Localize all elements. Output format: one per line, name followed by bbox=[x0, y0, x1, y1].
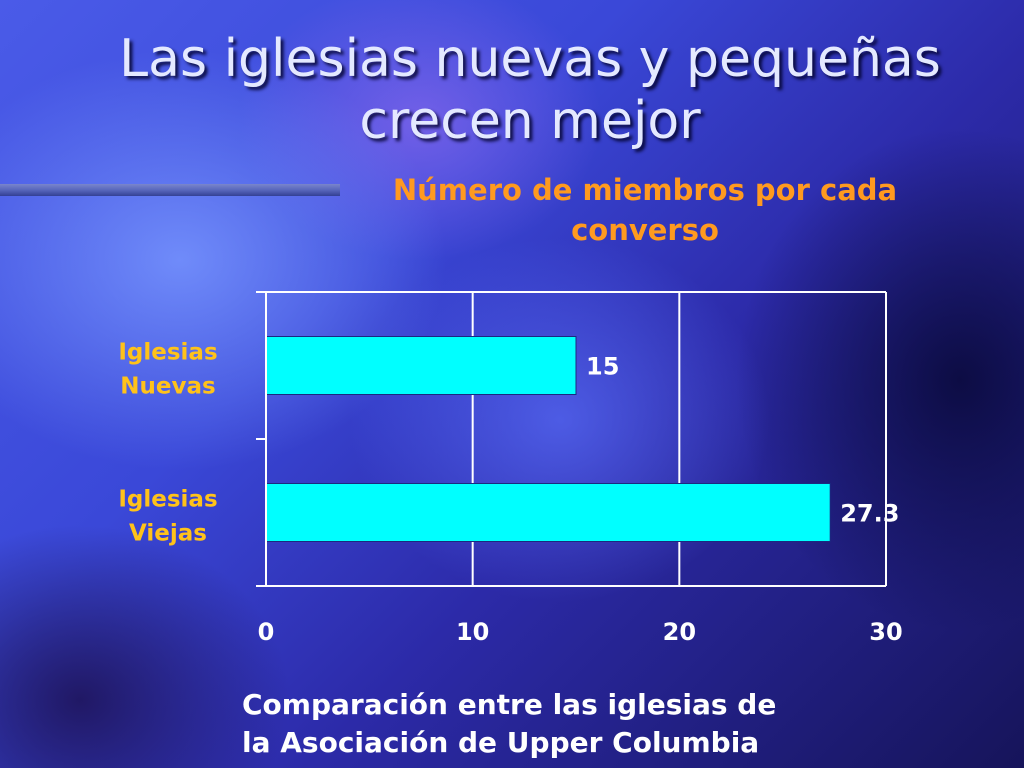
bar bbox=[265, 483, 831, 542]
chart-title-line2: converso bbox=[571, 213, 719, 247]
category-label-line1: Iglesias bbox=[118, 340, 217, 366]
title-underline-rule bbox=[0, 184, 340, 196]
labels: 0 10 20 30 Iglesias Nuevas 15 Iglesias Viejas 27.… bbox=[118, 340, 902, 647]
x-tick-label: 30 bbox=[869, 618, 902, 646]
x-tick-label: 20 bbox=[663, 618, 696, 646]
x-tick-label: 10 bbox=[456, 618, 489, 646]
chart-title: Número de miembros por cada converso bbox=[320, 170, 970, 250]
category-label-line2: Nuevas bbox=[120, 374, 215, 400]
chart-title-line1: Número de miembros por cada bbox=[392, 173, 898, 207]
footer-line1: Comparación entre las iglesias de bbox=[242, 688, 777, 721]
slide-title-line2: crecen mejor bbox=[359, 91, 701, 151]
bar bbox=[265, 336, 577, 395]
data-label: 27.3 bbox=[840, 500, 899, 528]
slide-title: Las iglesias nuevas y pequeñas crecen me… bbox=[40, 28, 1020, 152]
category-label-line2: Viejas bbox=[129, 521, 207, 547]
data-label: 15 bbox=[586, 353, 619, 381]
footer-caption: Comparación entre las iglesias de la Aso… bbox=[242, 686, 942, 762]
axes bbox=[256, 291, 886, 587]
slide-title-line1: Las iglesias nuevas y pequeñas bbox=[119, 29, 941, 89]
category-label-line1: Iglesias bbox=[118, 487, 217, 513]
x-tick-label: 0 bbox=[258, 618, 275, 646]
footer-line2: la Asociación de Upper Columbia bbox=[242, 726, 760, 759]
bars bbox=[265, 336, 831, 542]
